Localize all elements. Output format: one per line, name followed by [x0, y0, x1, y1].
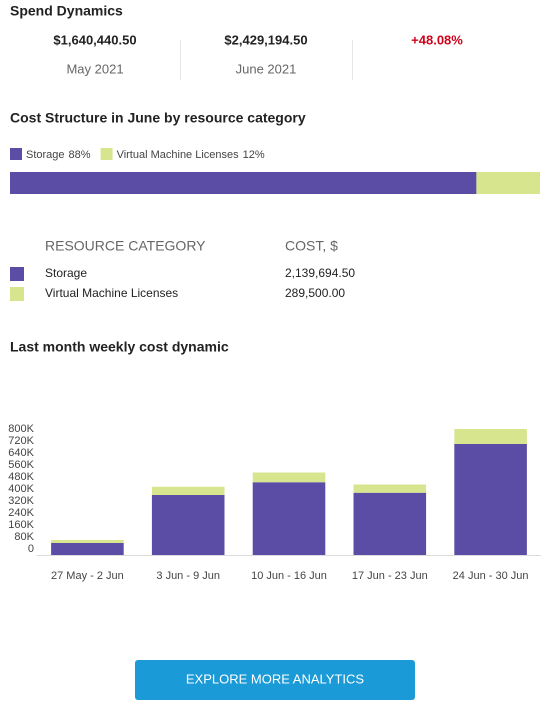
x-tick-label: 3 Jun - 9 Jun: [156, 570, 220, 582]
bar-segment: [252, 472, 326, 483]
legend-name: Storage: [26, 149, 65, 161]
bar-segment: [252, 482, 326, 555]
table-swatch: [10, 287, 24, 301]
table-cell: 2,139,694.50: [285, 266, 355, 280]
bar-segment: [353, 484, 427, 493]
bar-segment: [51, 543, 124, 555]
y-tick-label: 400K: [8, 483, 34, 495]
bar-segment: [454, 429, 527, 444]
kpi-change: +48.08%: [411, 32, 463, 47]
bar-segment: [10, 172, 477, 194]
x-tick-label: 27 May - 2 Jun: [51, 570, 124, 582]
legend-swatch: [100, 148, 113, 160]
bar-segment: [454, 444, 527, 555]
y-tick-label: 160K: [8, 519, 34, 531]
x-tick-label: 24 Jun - 30 Jun: [453, 570, 529, 582]
y-tick-label: 0: [28, 543, 34, 555]
legend-value: 88%: [69, 149, 91, 161]
section-title: Cost Structure in June by resource categ…: [10, 110, 306, 126]
table-cell: Storage: [45, 266, 87, 280]
kpi-value: $2,429,194.50: [224, 32, 307, 47]
y-tick-label: 320K: [8, 495, 34, 507]
kpi-label: May 2021: [66, 61, 123, 76]
bar-segment: [151, 486, 225, 495]
section-title: Spend Dynamics: [10, 3, 123, 19]
table-header: COST, $: [285, 238, 338, 254]
explore-button-label[interactable]: EXPLORE MORE ANALYTICS: [186, 671, 365, 686]
y-tick-label: 800K: [8, 423, 34, 435]
y-tick-label: 560K: [8, 459, 34, 471]
bar-segment: [353, 492, 427, 555]
y-tick-label: 80K: [14, 531, 34, 543]
table-cell: Virtual Machine Licenses: [45, 286, 178, 300]
y-tick-label: 720K: [8, 435, 34, 447]
explore-button[interactable]: [135, 660, 415, 700]
legend-entry: Storage 88%: [26, 149, 91, 161]
bar-segment: [151, 495, 225, 555]
y-tick-label: 480K: [8, 471, 34, 483]
legend-name: Virtual Machine Licenses: [117, 149, 240, 161]
table-header: RESOURCE CATEGORY: [45, 238, 206, 254]
y-tick-label: 240K: [8, 507, 34, 519]
legend-swatch: [10, 148, 22, 160]
bar-segment: [51, 540, 124, 543]
y-tick-label: 640K: [8, 447, 34, 459]
kpi-value: $1,640,440.50: [53, 32, 136, 47]
section-title: Last month weekly cost dynamic: [10, 339, 229, 355]
x-tick-label: 17 Jun - 23 Jun: [352, 570, 428, 582]
kpi-label: June 2021: [236, 61, 297, 76]
legend-entry: Virtual Machine Licenses 12%: [117, 149, 265, 161]
bar-segment: [476, 172, 540, 194]
x-tick-label: 10 Jun - 16 Jun: [251, 570, 327, 582]
legend-value: 12%: [243, 149, 265, 161]
table-cell: 289,500.00: [285, 286, 345, 300]
table-swatch: [10, 267, 24, 281]
